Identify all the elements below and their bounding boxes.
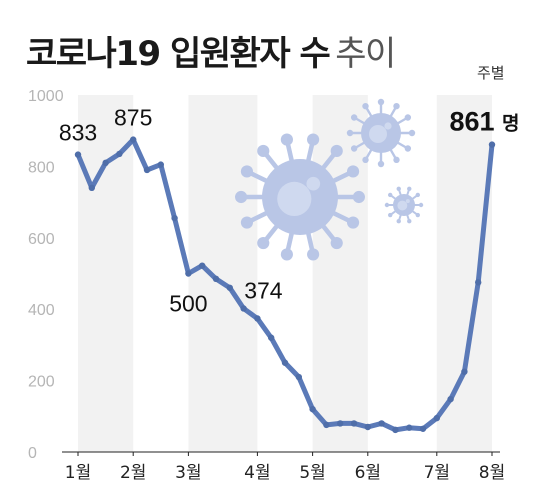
title-main: 코로나19 입원환자 수 (26, 34, 331, 74)
data-label: 833 (59, 120, 97, 146)
x-tick-label: 4월 (244, 463, 270, 483)
month-stripes (78, 95, 492, 452)
data-point (130, 136, 137, 143)
data-point (350, 420, 358, 427)
virus-icon-small (384, 186, 424, 224)
data-point (116, 150, 123, 158)
data-point (309, 405, 316, 413)
data-point (461, 368, 468, 375)
chart-title: 코로나19 입원환자 수 추이 (26, 26, 396, 75)
x-tick-label: 8월 (479, 463, 505, 483)
data-label: 875 (114, 105, 152, 131)
data-point (157, 161, 164, 168)
x-axis: 1월 2월 3월 4월 5월 6월 7월 8월 (65, 452, 505, 483)
data-point (406, 424, 413, 431)
month-stripe (436, 95, 492, 452)
y-tick-label: 400 (28, 302, 55, 319)
data-point (392, 426, 399, 434)
y-tick-label: 1000 (28, 88, 64, 105)
data-point (199, 262, 206, 269)
x-tick-label: 7월 (424, 463, 450, 483)
x-tick-label: 2월 (120, 463, 146, 483)
data-point (254, 315, 261, 322)
data-point (447, 395, 454, 403)
data-label: 374 (244, 277, 283, 303)
y-tick-label: 600 (28, 231, 55, 248)
data-point (433, 414, 440, 422)
virus-icon-medium (346, 98, 416, 168)
data-point (185, 270, 192, 277)
month-stripe (78, 95, 134, 452)
data-point (419, 425, 427, 432)
y-tick-label: 800 (28, 159, 55, 176)
data-point (337, 420, 344, 427)
data-point (102, 159, 109, 167)
data-point (378, 420, 385, 427)
x-tick-label: 5월 (299, 463, 325, 483)
month-stripe (188, 95, 258, 452)
data-point (475, 279, 482, 286)
y-tick-label: 200 (28, 374, 55, 391)
data-point (74, 151, 82, 158)
x-tick-label: 1월 (65, 463, 91, 483)
data-point (212, 275, 220, 283)
data-label-unit: 명 (502, 113, 519, 135)
data-point (240, 305, 247, 312)
data-point (88, 184, 96, 192)
data-point (143, 166, 151, 174)
data-point (268, 334, 275, 341)
virus-illustration (235, 98, 424, 261)
data-point (171, 214, 178, 222)
data-point (364, 423, 371, 431)
data-point (295, 373, 302, 381)
unit-label: 주별 (477, 64, 505, 82)
title-sub: 추이 (335, 34, 396, 74)
data-point (323, 421, 330, 429)
y-tick-label: 0 (28, 445, 37, 462)
x-tick-label: 3월 (175, 463, 201, 483)
data-label-last: 861 (449, 107, 494, 137)
data-point (488, 141, 496, 148)
data-point (226, 284, 233, 291)
virus-icon-large (235, 133, 365, 261)
y-axis: 0 200 400 600 800 1000 (28, 88, 64, 462)
series-points (74, 136, 496, 434)
x-tick-label: 6월 (355, 463, 381, 483)
data-point (281, 359, 289, 366)
data-labels: 833 875 500 374 861 명 (59, 105, 520, 317)
data-label: 500 (169, 291, 207, 317)
